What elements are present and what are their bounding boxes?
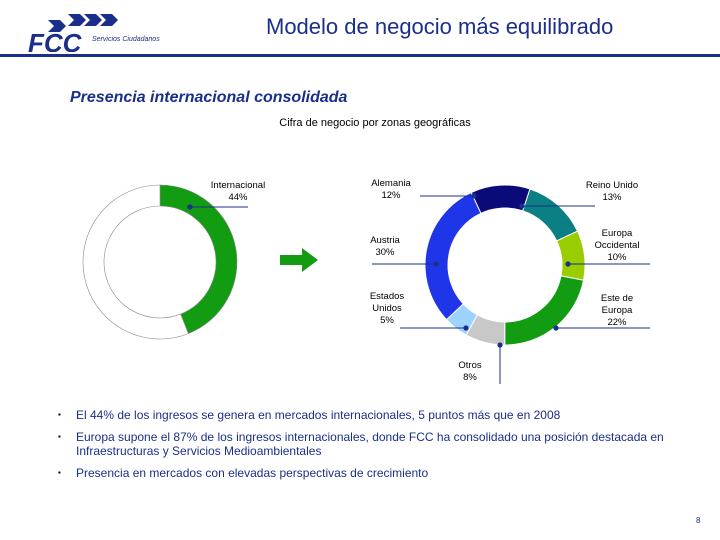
slice-label-value: 13%: [602, 192, 622, 203]
svg-text:FCC: FCC: [28, 28, 83, 52]
slice-label-value: 22%: [607, 317, 627, 328]
bullet-marker: ▪: [58, 432, 61, 441]
fcc-logo: FCC: [28, 14, 118, 52]
slice-label-value: 10%: [607, 252, 627, 263]
label-leader-lines: [187, 193, 650, 384]
chart-title: Cifra de negocio por zonas geográficas: [279, 117, 471, 129]
slice-label-value: 44%: [228, 192, 248, 203]
slice-label-value: 8%: [463, 372, 477, 383]
bullet-item: ▪ El 44% de los ingresos se genera en me…: [58, 408, 678, 422]
slice-label-name: Europa: [601, 228, 633, 239]
slice-label-name: Unidos: [372, 303, 402, 314]
slice-label-reino-unido: Reino Unido 13%: [572, 180, 652, 204]
donut-slice-alemania: [470, 184, 531, 215]
bullet-item: ▪ Presencia en mercados con elevadas per…: [58, 466, 678, 480]
leader-dot: [519, 203, 525, 209]
leader-dot: [187, 204, 193, 210]
brand-subtitle: Servicios Ciudadanos: [92, 36, 160, 43]
slice-label-name: Otros: [458, 360, 482, 371]
slice-label-name: Internacional: [210, 180, 266, 191]
bullet-marker: ▪: [58, 410, 61, 419]
slice-label-name: Reino Unido: [585, 180, 639, 191]
slice-label-estados-unidos: Estados Unidos 5%: [352, 291, 422, 327]
right-arrow-icon: [280, 248, 318, 272]
slide-title: Modelo de negocio más equilibrado: [266, 14, 614, 39]
donut-slice-austria: [424, 191, 482, 321]
slice-label-name: Estados: [369, 291, 405, 302]
leader-dot: [565, 261, 571, 267]
bullet-text: Presencia en mercados con elevadas persp…: [76, 466, 429, 480]
donut-slice-blank: [82, 184, 189, 340]
slice-label-austria: Austria 30%: [352, 235, 418, 259]
slice-label-name: Occidental: [594, 240, 640, 251]
slice-label-name: Alemania: [371, 178, 411, 189]
header-rule: [0, 54, 720, 57]
geographic-breakdown-donut: [424, 184, 586, 346]
bullet-text: Europa supone el 87% de los ingresos int…: [76, 430, 664, 458]
leader-dot: [463, 325, 469, 331]
slice-label-este-de-europa: Este de Europa 22%: [580, 293, 654, 329]
slice-label-value: 30%: [375, 247, 395, 258]
page-number: 8: [696, 516, 701, 525]
slice-label-value: 12%: [381, 190, 401, 201]
bullet-list: ▪ El 44% de los ingresos se genera en me…: [58, 408, 678, 488]
slice-label-internacional: Internacional 44%: [196, 180, 280, 204]
leader-dot: [553, 325, 559, 331]
slice-label-name: Austria: [370, 235, 400, 246]
international-share-donut: [82, 184, 238, 340]
bullet-marker: ▪: [58, 468, 61, 477]
donut-slice-reino-unido: [522, 188, 579, 242]
bullet-item: ▪ Europa supone el 87% de los ingresos i…: [58, 430, 678, 458]
slice-label-name: Europa: [601, 305, 633, 316]
slice-label-alemania: Alemania 12%: [352, 178, 430, 202]
header: FCC Servicios Ciudadanos Modelo de negoc…: [0, 0, 720, 57]
slice-label-europa-occidental: Europa Occidental 10%: [580, 228, 654, 264]
donut-slice-internacional: [159, 184, 238, 334]
leader-dot: [497, 342, 503, 348]
leader-dot: [471, 193, 477, 199]
slice-label-name: Este de: [600, 293, 634, 304]
leader-dot: [433, 261, 439, 267]
slice-label-value: 5%: [380, 315, 394, 326]
donut-slice-este-de-europa: [504, 275, 585, 346]
bullet-text: El 44% de los ingresos se genera en merc…: [76, 408, 561, 422]
slice-label-otros: Otros 8%: [440, 360, 500, 384]
section-title: Presencia internacional consolidada: [70, 89, 348, 106]
